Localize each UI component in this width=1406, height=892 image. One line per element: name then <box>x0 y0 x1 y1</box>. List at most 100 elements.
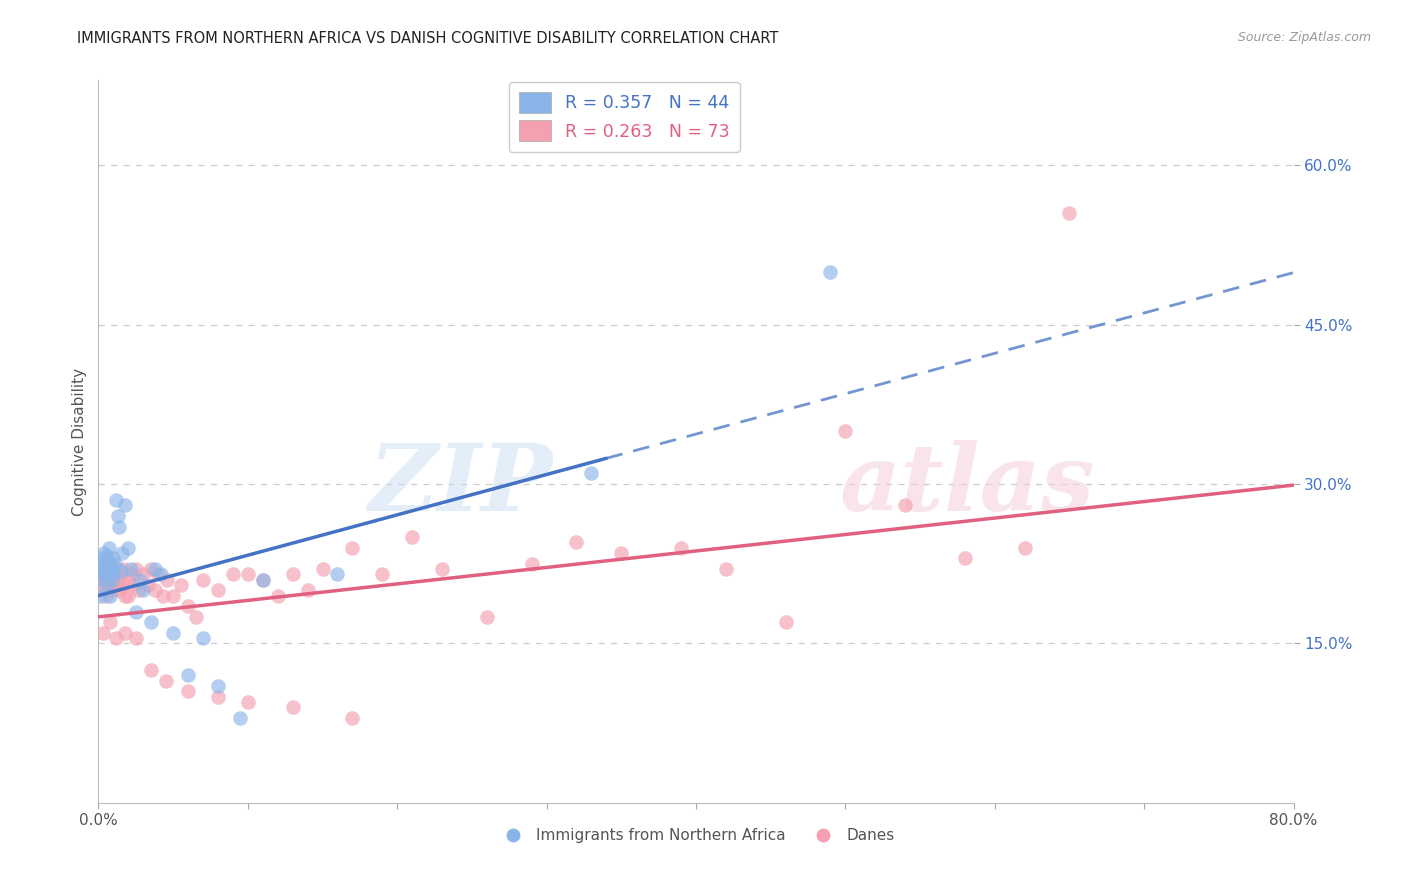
Point <box>97 567 120 582</box>
Point <box>430 562 453 576</box>
Point <box>177 684 200 698</box>
Point <box>101 573 124 587</box>
Point <box>125 605 148 619</box>
Point <box>90 567 112 582</box>
Point <box>125 631 148 645</box>
Point <box>98 567 122 582</box>
Point <box>105 493 128 508</box>
Point <box>184 610 207 624</box>
Point <box>669 541 692 555</box>
Point <box>98 615 122 630</box>
Point <box>894 498 917 512</box>
Point <box>114 589 136 603</box>
Point <box>104 557 127 571</box>
Point <box>112 562 135 576</box>
Point <box>132 567 155 582</box>
Y-axis label: Cognitive Disability: Cognitive Disability <box>72 368 87 516</box>
Point <box>90 589 112 603</box>
Point <box>98 589 122 603</box>
Point <box>103 551 125 566</box>
Text: ZIP: ZIP <box>368 440 553 530</box>
Point <box>1014 541 1036 555</box>
Point <box>93 546 115 560</box>
Point <box>139 562 162 576</box>
Point <box>162 625 184 640</box>
Point <box>117 541 139 555</box>
Point <box>97 541 120 555</box>
Point <box>177 668 200 682</box>
Point <box>281 567 304 582</box>
Point <box>143 583 166 598</box>
Text: atlas: atlas <box>839 440 1095 530</box>
Point <box>101 583 124 598</box>
Point <box>148 567 170 582</box>
Point <box>520 557 543 571</box>
Point <box>114 498 136 512</box>
Point <box>775 615 797 630</box>
Point <box>236 567 259 582</box>
Point <box>132 583 155 598</box>
Point <box>207 679 229 693</box>
Point <box>105 562 128 576</box>
Text: IMMIGRANTS FROM NORTHERN AFRICA VS DANISH COGNITIVE DISABILITY CORRELATION CHART: IMMIGRANTS FROM NORTHERN AFRICA VS DANIS… <box>77 31 779 46</box>
Point <box>124 578 146 592</box>
Point <box>953 551 976 566</box>
Point <box>177 599 200 614</box>
Point <box>103 567 125 582</box>
Point <box>342 541 364 555</box>
Point <box>401 530 423 544</box>
Point <box>93 562 115 576</box>
Point <box>107 508 129 523</box>
Point <box>610 546 633 560</box>
Point <box>371 567 394 582</box>
Point <box>169 578 191 592</box>
Point <box>229 711 252 725</box>
Point <box>110 564 132 578</box>
Point <box>143 562 166 576</box>
Point <box>326 567 349 582</box>
Point <box>162 589 184 603</box>
Point <box>103 567 125 582</box>
Point <box>96 578 118 592</box>
Point <box>96 573 118 587</box>
Point <box>108 583 131 598</box>
Point <box>110 567 132 582</box>
Point <box>114 625 136 640</box>
Point <box>125 562 148 576</box>
Point <box>117 589 139 603</box>
Point <box>136 578 159 592</box>
Point <box>475 610 498 624</box>
Point <box>207 690 229 704</box>
Point <box>252 573 274 587</box>
Point <box>156 573 179 587</box>
Point <box>104 578 127 592</box>
Point <box>94 553 117 567</box>
Point <box>714 562 737 576</box>
Point <box>297 583 319 598</box>
Point <box>111 578 134 592</box>
Text: Source: ZipAtlas.com: Source: ZipAtlas.com <box>1237 31 1371 45</box>
Point <box>207 583 229 598</box>
Point <box>150 567 173 582</box>
Point <box>311 562 333 576</box>
Point <box>139 615 162 630</box>
Point <box>93 573 115 587</box>
Point <box>191 631 214 645</box>
Point <box>820 264 842 278</box>
Point <box>94 562 117 576</box>
Point <box>111 546 134 560</box>
Point <box>91 557 114 571</box>
Point <box>115 573 138 587</box>
Point <box>565 535 588 549</box>
Legend: Immigrants from Northern Africa, Danes: Immigrants from Northern Africa, Danes <box>491 822 901 849</box>
Point <box>834 424 856 438</box>
Point <box>222 567 245 582</box>
Point <box>94 564 117 578</box>
Point <box>281 700 304 714</box>
Point <box>89 551 111 566</box>
Point <box>107 573 129 587</box>
Point <box>94 560 117 574</box>
Point <box>252 573 274 587</box>
Point <box>155 673 177 688</box>
Point <box>105 631 128 645</box>
